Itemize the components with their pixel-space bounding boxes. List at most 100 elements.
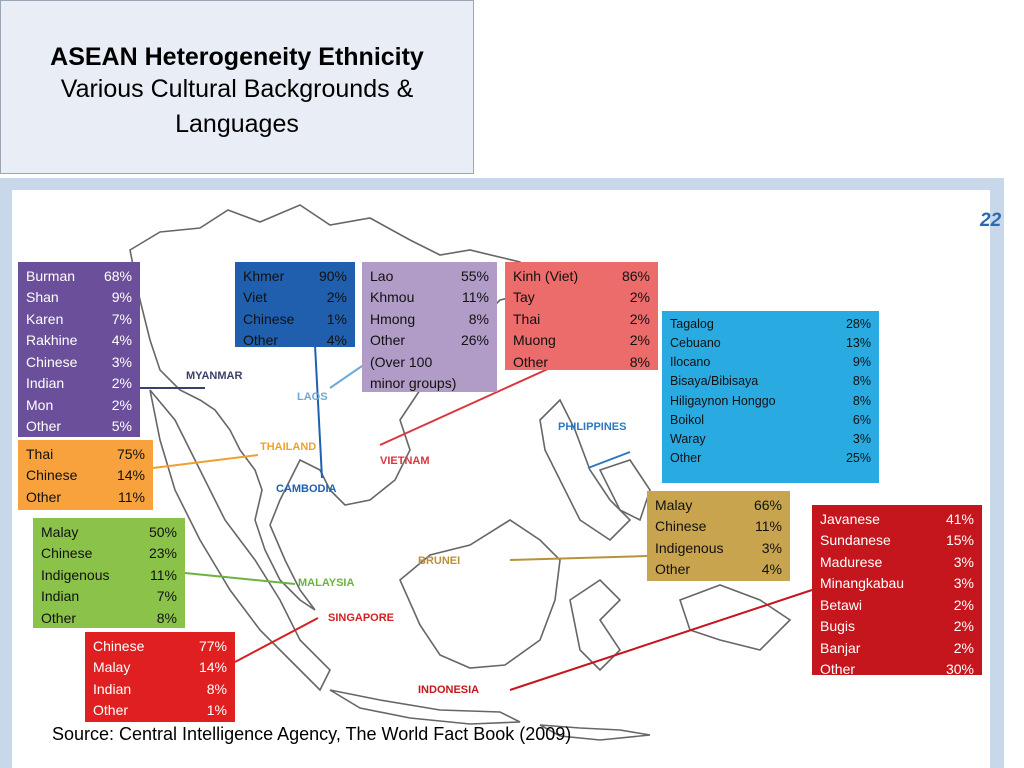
group-share: 90% xyxy=(318,268,347,284)
group-name: Khmer xyxy=(243,268,285,284)
row: Bisaya/Bibisaya 8% xyxy=(670,372,871,391)
group-share: 55% xyxy=(460,268,489,284)
group-share: 77% xyxy=(198,638,227,654)
country-label: VIETNAM xyxy=(380,455,430,467)
group-name: Madurese xyxy=(820,553,883,570)
group-name: Muong xyxy=(513,332,556,349)
ethnicity-box: Malay 66% Chinese 11% Indigenous 3% Other 4% xyxy=(647,491,790,581)
group-share: 2% xyxy=(326,289,347,306)
group-share: 2% xyxy=(629,332,650,349)
map-outline xyxy=(129,204,792,741)
page-number: 22 xyxy=(980,210,1002,231)
connector xyxy=(152,454,259,469)
row: Ilocano 9% xyxy=(670,353,871,372)
connector xyxy=(329,365,363,389)
group-share: 9% xyxy=(852,355,871,370)
group-name: Other xyxy=(93,702,129,719)
row: Indigenous 11% xyxy=(41,565,177,586)
group-share: 8% xyxy=(156,609,177,626)
group-name: Tagalog xyxy=(670,317,714,331)
group-name: Javanese xyxy=(820,511,880,527)
row: Other 26% xyxy=(370,330,489,351)
row: Other 8% xyxy=(41,608,177,629)
group-share: 8% xyxy=(468,310,489,327)
country-label: MALAYSIA xyxy=(298,577,355,589)
row: Betawi 2% xyxy=(820,595,974,616)
row: Hiligaynon Honggo 8% xyxy=(670,392,871,411)
row: Other 11% xyxy=(26,487,145,508)
group-name: Chinese xyxy=(655,518,707,535)
group-share: 14% xyxy=(116,467,145,484)
connector xyxy=(509,555,648,561)
row: Boikol 6% xyxy=(670,411,871,430)
group-name: Chinese xyxy=(26,467,78,484)
group-share: 3% xyxy=(953,575,974,592)
group-share: 75% xyxy=(116,446,145,462)
group-share: 2% xyxy=(629,289,650,306)
connector xyxy=(587,451,631,469)
group-name: Lao xyxy=(370,268,394,284)
group-name: Boikol xyxy=(670,412,705,427)
group-share: 1% xyxy=(326,310,347,327)
group-name: Kinh (Viet) xyxy=(513,268,579,284)
ethnicity-box: Chinese 77% Malay 14% Indian 8% Other 1% xyxy=(85,632,235,722)
ethnicity-box: Tagalog 28% Cebuano 13% Ilocano 9% Bisaya/Bibi… xyxy=(662,311,879,483)
row: Tagalog 28% xyxy=(670,315,871,334)
group-name: Malay xyxy=(41,524,79,540)
row: Chinese 14% xyxy=(26,465,145,486)
row: Thai 2% xyxy=(513,309,650,330)
ethnicity-box: Malay 50% Chinese 23% Indigenous 11% Indian 7% O… xyxy=(33,518,185,628)
row: Chinese 1% xyxy=(243,309,347,330)
row: Mon 2% xyxy=(26,395,132,416)
row: Minangkabau 3% xyxy=(820,573,974,594)
row: Bugis 2% xyxy=(820,616,974,637)
row: Other 5% xyxy=(26,416,132,437)
group-share: 30% xyxy=(945,660,974,677)
group-name: Malay xyxy=(93,659,131,676)
group-share: 3% xyxy=(761,539,782,556)
group-share: 28% xyxy=(845,317,871,331)
group-name: Other xyxy=(655,561,691,578)
row: Karen 7% xyxy=(26,309,132,330)
group-name: Indigenous xyxy=(41,566,110,583)
group-name: Mon xyxy=(26,396,54,413)
row: Other 4% xyxy=(655,559,782,580)
group-name: Karen xyxy=(26,310,64,327)
row: Indian 8% xyxy=(93,679,227,700)
group-name: Shan xyxy=(26,289,59,306)
group-name: Indian xyxy=(41,588,80,605)
ethnicity-box: Javanese 41% Sundanese 15% Madurese 3% Minangk… xyxy=(812,505,982,677)
group-share: 11% xyxy=(150,566,177,583)
group-name: Other xyxy=(41,609,77,626)
group-share: 14% xyxy=(198,659,227,676)
group-share: 1% xyxy=(206,702,227,719)
country-label: SINGAPORE xyxy=(328,612,395,624)
group-share: 4% xyxy=(326,332,347,349)
group-name: Bugis xyxy=(820,618,856,635)
group-name: Khmou xyxy=(370,289,415,306)
country-label: THAILAND xyxy=(260,441,317,453)
group-name: Minangkabau xyxy=(820,575,905,592)
row: Chinese 23% xyxy=(41,543,177,564)
group-name: Thai xyxy=(26,446,54,462)
ethnicity-box: Kinh (Viet) 86% Tay 2% Thai 2% Muong 2% Other 8% xyxy=(505,262,658,370)
group-name: Other xyxy=(820,660,856,677)
group-share: 68% xyxy=(103,268,132,284)
connector xyxy=(234,617,319,663)
group-share: 6% xyxy=(852,412,871,427)
title: ASEAN Heterogeneity Ethnicity xyxy=(50,43,424,71)
row: Madurese 3% xyxy=(820,552,974,573)
group-share: 8% xyxy=(629,353,650,370)
group-name: Burman xyxy=(26,268,76,284)
country-label: LAOS xyxy=(297,391,328,403)
row: Other 4% xyxy=(243,330,347,351)
group-share: 4% xyxy=(761,561,782,578)
group-name: Ilocano xyxy=(670,355,711,370)
group-name: Chinese xyxy=(93,638,145,654)
group-name: Other xyxy=(26,488,62,505)
group-share: 3% xyxy=(852,431,871,446)
row: Chinese 11% xyxy=(655,516,782,537)
group-name: Waray xyxy=(670,431,706,446)
group-name: Other xyxy=(370,332,406,349)
group-name: Rakhine xyxy=(26,332,78,349)
